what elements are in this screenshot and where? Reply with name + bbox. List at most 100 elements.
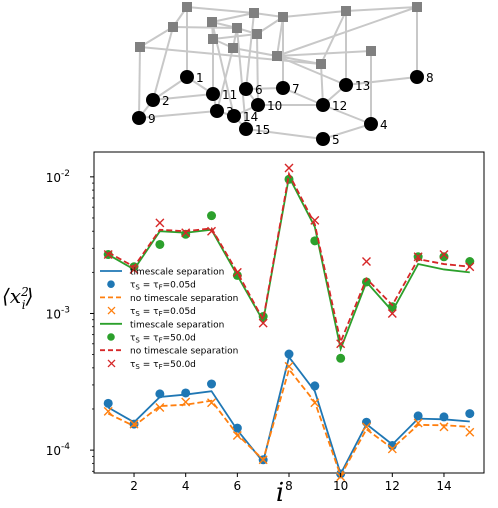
legend-label: τS = τF=0.05d (130, 281, 196, 292)
network-edge (152, 26, 174, 101)
data-point-stroke (465, 427, 475, 437)
x-tick-label: 6 (234, 479, 242, 493)
series-layer (103, 163, 475, 482)
network-node-label: 1 (196, 71, 204, 85)
y-label-sup: 2 (20, 285, 29, 299)
data-point (310, 215, 320, 225)
data-point-stroke (361, 422, 371, 432)
x-tick-label: 14 (436, 479, 451, 493)
network-node (410, 70, 424, 84)
network-node-label: 7 (292, 82, 300, 96)
data-point-stroke (129, 419, 139, 429)
network-edge (245, 12, 255, 90)
data-point (387, 302, 397, 312)
data-point (361, 257, 371, 267)
y-label-sub: i (22, 298, 26, 312)
legend-label: τS = τF=50.0d (130, 334, 196, 345)
legend-text-part: τ (130, 281, 135, 291)
network-node-label: 8 (426, 71, 434, 85)
legend-label: timescale separation (130, 320, 224, 330)
legend-text-part: = τ (140, 281, 159, 291)
data-point (361, 422, 371, 432)
data-point (465, 262, 475, 272)
legend-text-part: =50.0d (163, 334, 196, 344)
data-point-stroke (413, 418, 423, 428)
data-point-stroke (207, 226, 217, 236)
y-axis-label: ⟨x2 i⟩ (2, 284, 33, 312)
data-point (155, 218, 165, 228)
legend-item: τS = τF=50.0d (107, 359, 196, 371)
y-tick-label: 10-4 (46, 442, 71, 458)
data-point (155, 239, 165, 249)
legend-text-part: =0.05d (163, 281, 196, 291)
y-tick-base: 10 (46, 307, 61, 321)
network-diagram: 123456789101112131415 (132, 2, 434, 147)
legend-text-part: τ (130, 307, 135, 317)
data-point (207, 398, 217, 408)
network-edge (245, 128, 324, 140)
network-edge (345, 6, 418, 12)
data-point-stroke (387, 308, 397, 318)
data-point-stroke (310, 215, 320, 225)
y-tick-base: 10 (46, 444, 61, 458)
data-point-stroke (439, 250, 449, 260)
data-point (310, 398, 320, 408)
legend-subscript: F (159, 337, 163, 345)
network-square (366, 46, 376, 56)
legend-item: τS = τF=50.0d (107, 333, 196, 345)
data-point-stroke (207, 398, 217, 408)
data-point (387, 444, 397, 454)
legend-label: no timescale separation (130, 294, 238, 304)
network-edge (138, 110, 218, 119)
network-node (316, 98, 330, 112)
data-point (361, 417, 371, 427)
data-point-stroke (232, 430, 242, 440)
legend-subscript: S (135, 310, 140, 318)
data-point (439, 422, 449, 432)
network-edge (256, 33, 259, 106)
network-edge (152, 93, 214, 101)
data-point (465, 427, 475, 437)
data-point (258, 455, 268, 465)
legend-text-part: =50.0d (163, 360, 196, 370)
data-point-stroke (465, 262, 475, 272)
y-tick-exponent: -4 (61, 442, 70, 452)
y-label-bracket-close: ⟩ (25, 284, 34, 308)
legend-item: τS = τF=0.05d (107, 280, 196, 292)
legend-text-part: τ (130, 360, 135, 370)
legend-swatch (107, 280, 115, 289)
data-point (465, 409, 475, 419)
legend-subscript: S (135, 363, 140, 371)
y-tick-exponent: -3 (61, 305, 70, 315)
data-point (413, 418, 423, 428)
legend-swatch (107, 359, 116, 368)
network-node (180, 70, 194, 84)
network-edge (322, 123, 372, 140)
network-node-label: 9 (148, 112, 156, 126)
data-point-stroke (129, 264, 139, 274)
network-node-label: 12 (332, 99, 347, 113)
network-node (364, 117, 378, 131)
network-edge (186, 6, 255, 14)
legend-item: no timescale separation (100, 347, 238, 357)
data-point (387, 308, 397, 318)
network-edge (276, 50, 372, 57)
network-edge (139, 26, 174, 48)
data-point (361, 277, 371, 287)
network-node-label: 11 (222, 88, 237, 102)
data-point (129, 419, 139, 429)
network-square (182, 2, 192, 12)
network-square (272, 51, 282, 61)
network-node (210, 104, 224, 118)
y-tick-exponent: -2 (61, 169, 70, 179)
network-node (276, 81, 290, 95)
network-node (146, 93, 160, 107)
data-point-stroke (155, 218, 165, 228)
legend-subscript: F (159, 284, 163, 292)
legend-subscript: F (159, 363, 163, 371)
network-edge (282, 87, 324, 106)
data-point (181, 397, 191, 407)
network-edge (322, 104, 372, 125)
data-point (232, 430, 242, 440)
data-point (310, 381, 320, 391)
